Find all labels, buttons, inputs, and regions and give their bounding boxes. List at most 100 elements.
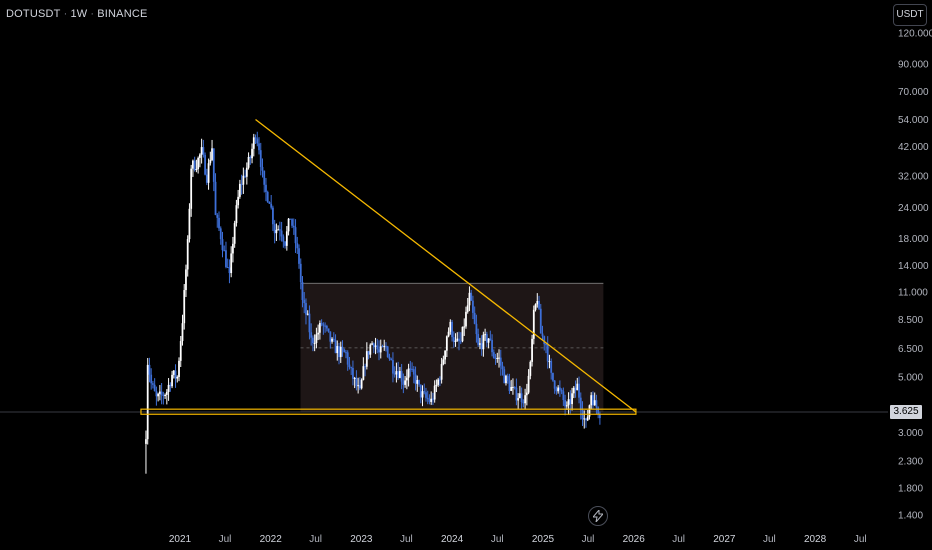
candle-body [205, 174, 208, 183]
candle-body [273, 224, 276, 234]
candle-body [539, 308, 542, 334]
candle-body [491, 340, 493, 353]
candle-body [207, 163, 210, 183]
y-axis[interactable]: 120.000 90.000 70.000 54.000 42.000 32.000 24.… [898, 29, 932, 522]
candle-body [258, 143, 260, 151]
candle-body [553, 380, 556, 389]
candle-body [291, 219, 293, 226]
candle-body [315, 334, 318, 343]
candle-body [160, 391, 163, 396]
candle-body [525, 392, 528, 396]
x-tick-label: Jul [400, 534, 413, 545]
candle-body [369, 344, 372, 355]
candle-body [332, 338, 335, 341]
chart-title: DOTUSDT · 1W · BINANCE [6, 8, 148, 20]
candle-body [524, 395, 527, 404]
candle-body [374, 345, 377, 347]
candle-body [397, 371, 400, 378]
y-tick-label: 42.000 [898, 142, 929, 153]
candle-body [214, 181, 217, 215]
candle-body [430, 398, 433, 402]
candle-body [146, 364, 149, 440]
candle-body [569, 399, 572, 405]
candle-body [428, 399, 431, 402]
candle-body [440, 364, 443, 380]
candle-body [249, 156, 252, 159]
candle-body [164, 394, 166, 397]
candle-body [499, 357, 502, 366]
x-tick-label: 2025 [532, 534, 555, 545]
candle-body [388, 357, 391, 359]
y-tick-label: 14.000 [898, 261, 929, 272]
x-axis[interactable]: 2021 Jul 2022 Jul 2023 Jul 2024 Jul 2025 Jul 2026 J… [169, 534, 867, 545]
candle-body [416, 380, 419, 384]
candle-body [503, 369, 506, 384]
candle-body [454, 340, 457, 342]
candle-body [322, 324, 325, 326]
candle-body [411, 368, 413, 370]
candle-body [485, 334, 488, 343]
lightning-icon-glyph [593, 510, 603, 522]
x-tick-label: 2023 [350, 534, 373, 545]
candle-body [268, 202, 271, 204]
candle-body [458, 338, 460, 342]
candle-body [435, 384, 438, 386]
candle-body [259, 150, 262, 167]
candle-body [376, 345, 379, 350]
candle-body [158, 391, 161, 394]
candle-body [510, 387, 513, 391]
candle-body [585, 418, 587, 421]
candle-body [470, 292, 473, 301]
lightning-icon[interactable] [588, 506, 608, 526]
candle-body [472, 300, 474, 313]
symbol-label[interactable]: DOTUSDT [6, 8, 61, 20]
candle-body [597, 407, 600, 415]
candle-body [451, 321, 453, 338]
x-tick-label: Jul [763, 534, 776, 545]
candles-layer [145, 131, 601, 474]
candle-body [280, 230, 283, 237]
y-tick-label: 18.000 [898, 234, 929, 245]
candle-body [299, 263, 302, 283]
candle-body [327, 328, 330, 332]
candle-body [512, 386, 514, 388]
candle-body [181, 323, 184, 342]
candle-body [345, 352, 347, 354]
y-tick-label: 90.000 [898, 60, 929, 71]
candle-body [466, 305, 469, 312]
candle-body [393, 373, 396, 375]
candle-body [383, 345, 386, 347]
candle-body [478, 343, 481, 345]
candle-body [527, 375, 530, 393]
candle-body [338, 346, 340, 358]
candle-body [198, 154, 201, 158]
candle-body [223, 250, 226, 252]
candle-body [171, 374, 173, 387]
candle-body [334, 340, 337, 354]
candle-body [172, 370, 175, 375]
candle-body [226, 267, 229, 269]
candle-body [285, 231, 288, 246]
candle-body [392, 360, 394, 374]
candle-body [179, 341, 182, 361]
candle-body [153, 384, 156, 392]
trendline-layer[interactable] [140, 118, 637, 415]
candle-body [555, 388, 558, 392]
currency-button[interactable]: USDT [893, 4, 927, 26]
candle-body [508, 381, 511, 391]
candle-body [534, 304, 537, 310]
candle-body [318, 323, 321, 333]
candle-body [355, 377, 358, 387]
candle-body [532, 309, 535, 339]
candle-body [412, 369, 415, 375]
candle-body [233, 223, 236, 244]
candle-body [360, 379, 363, 389]
candle-body [346, 352, 349, 365]
candle-body [452, 337, 455, 342]
y-tick-label: 2.300 [898, 457, 923, 468]
candle-body [242, 175, 245, 185]
candle-body [487, 338, 490, 343]
y-tick-label: 11.000 [898, 287, 928, 298]
interval-label[interactable]: 1W [70, 8, 88, 20]
